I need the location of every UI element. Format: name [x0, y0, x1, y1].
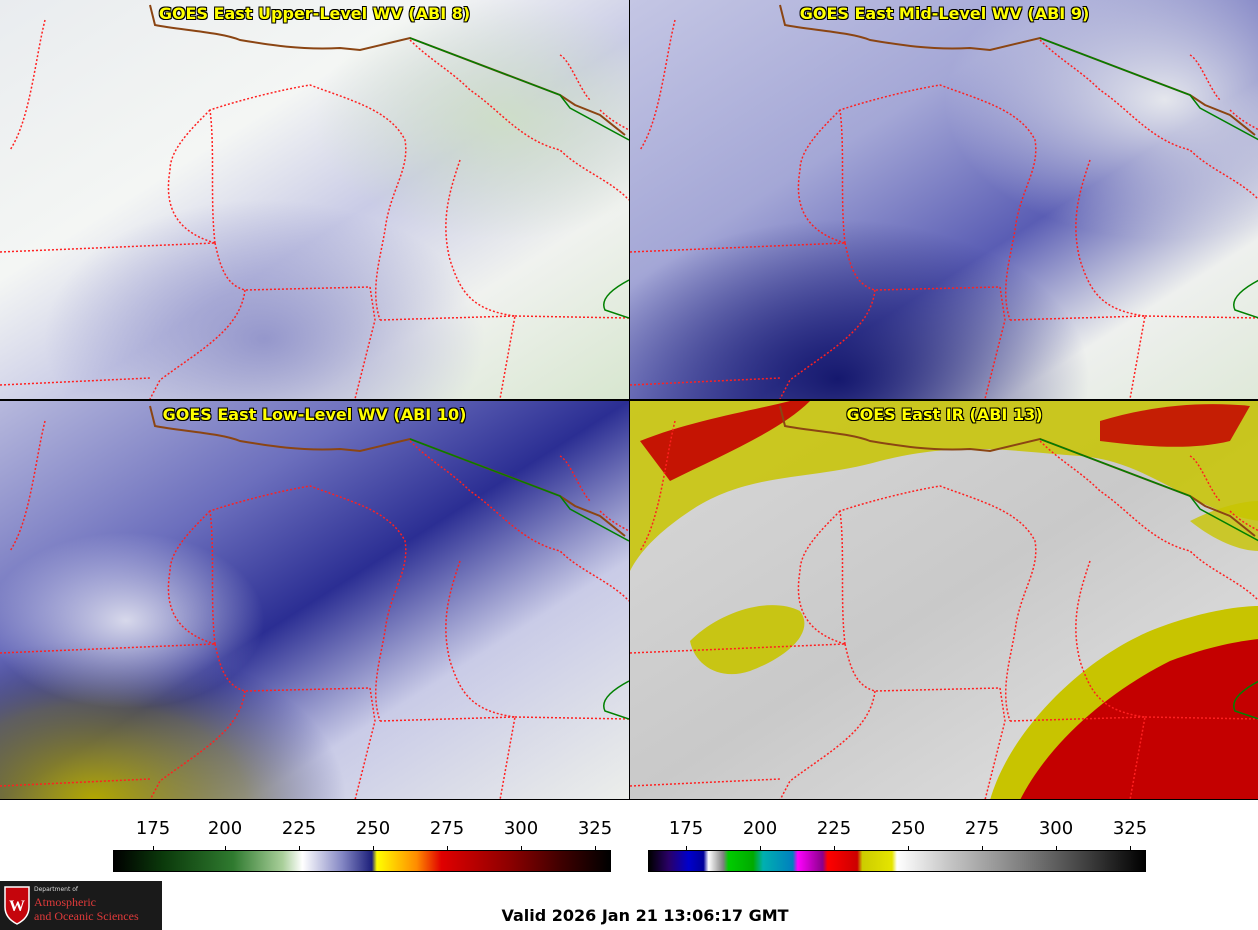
wv-colorbar: 175 200 225 250 275 300 325	[113, 818, 613, 874]
wv-tick-label: 250	[355, 818, 391, 839]
ir-tick-mark	[686, 846, 687, 850]
ir-tick-mark	[982, 846, 983, 850]
uw-crest-icon: W	[4, 886, 30, 925]
logo-atmospheric-line: Atmospheric	[34, 895, 96, 909]
wv-tick-mark	[153, 846, 154, 850]
ir-tick-label: 325	[1112, 818, 1148, 839]
ir-tick-label: 200	[742, 818, 778, 839]
wv-tick-label: 200	[207, 818, 243, 839]
wv-colorbar-ticks: 175 200 225 250 275 300 325	[113, 818, 613, 840]
ir-tick-label: 300	[1038, 818, 1074, 839]
ir-tick-label: 225	[816, 818, 852, 839]
wv-tick-mark	[521, 846, 522, 850]
panel-divider-horizontal	[0, 399, 1258, 401]
ir-tick-mark	[760, 846, 761, 850]
ir-image	[630, 401, 1258, 800]
logo-department-line: Department of	[34, 886, 78, 893]
upper-level-wv-title: GOES East Upper-Level WV (ABI 8)	[158, 4, 471, 23]
ir-tick-label: 250	[890, 818, 926, 839]
wv-tick-mark	[225, 846, 226, 850]
panel-upper-level-wv: GOES East Upper-Level WV (ABI 8)	[0, 0, 629, 399]
valid-time: Valid 2026 Jan 21 13:06:17 GMT	[501, 906, 789, 925]
panel-ir: GOES East IR (ABI 13)	[630, 401, 1258, 800]
wv-tick-label: 225	[281, 818, 317, 839]
ir-tick-label: 175	[668, 818, 704, 839]
wv-tick-mark	[373, 846, 374, 850]
panel-mid-level-wv: GOES East Mid-Level WV (ABI 9)	[630, 0, 1258, 399]
aos-logo: W Department of Atmospheric and Oceanic …	[0, 881, 162, 930]
wv-tick-label: 175	[135, 818, 171, 839]
mid-level-wv-title: GOES East Mid-Level WV (ABI 9)	[799, 4, 1090, 23]
upper-level-wv-image	[0, 0, 629, 399]
ir-colorbar-gradient	[648, 850, 1146, 872]
ir-colorbar-ticks: 175 200 225 250 275 300 325	[648, 818, 1148, 840]
low-level-wv-image	[0, 401, 629, 800]
panel-low-level-wv: GOES East Low-Level WV (ABI 10)	[0, 401, 629, 800]
ir-tick-mark	[1130, 846, 1131, 850]
wv-tick-label: 300	[503, 818, 539, 839]
wv-tick-mark	[595, 846, 596, 850]
wv-tick-label: 275	[429, 818, 465, 839]
svg-text:W: W	[9, 898, 25, 915]
ir-tick-label: 275	[964, 818, 1000, 839]
wv-tick-mark	[299, 846, 300, 850]
ir-title: GOES East IR (ABI 13)	[846, 405, 1043, 424]
logo-oceanic-line: and Oceanic Sciences	[34, 909, 139, 923]
wv-tick-label: 325	[577, 818, 613, 839]
ir-tick-mark	[1056, 846, 1057, 850]
wv-tick-mark	[447, 846, 448, 850]
panel-bottom-border	[0, 799, 1258, 800]
mid-level-wv-image	[630, 0, 1258, 399]
low-level-wv-title: GOES East Low-Level WV (ABI 10)	[162, 405, 467, 424]
ir-colorbar: 175 200 225 250 275 300 325	[648, 818, 1148, 874]
ir-tick-mark	[908, 846, 909, 850]
wv-colorbar-gradient	[113, 850, 611, 872]
ir-tick-mark	[834, 846, 835, 850]
